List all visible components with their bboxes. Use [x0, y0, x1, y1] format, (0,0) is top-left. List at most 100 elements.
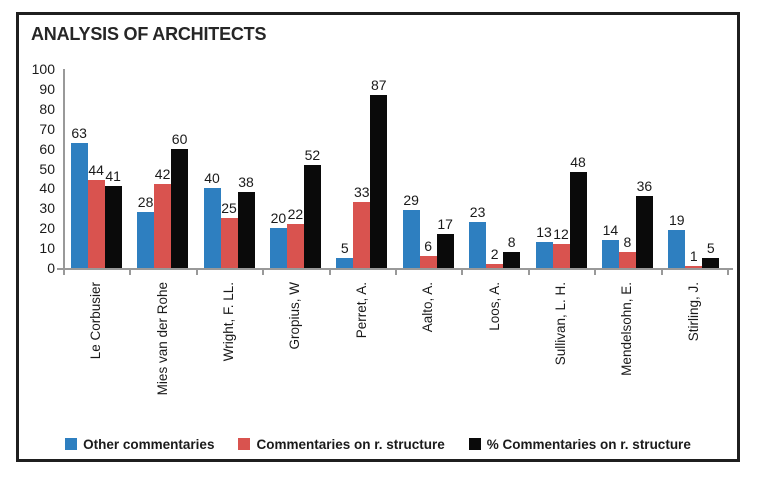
bar-pct-structure	[702, 258, 720, 268]
bar-value-label: 52	[304, 146, 321, 163]
bar-pct-structure	[635, 196, 653, 268]
x-axis-category-label: Loos, A.	[486, 282, 502, 331]
bar-value-label: 42	[154, 166, 171, 183]
bar-pct-structure	[370, 94, 388, 268]
bar-value-label: 40	[204, 170, 220, 187]
y-axis-tick-label: 40	[39, 180, 55, 197]
bar-pct-structure	[436, 234, 454, 268]
x-axis-tick	[660, 268, 663, 275]
bar-other	[269, 228, 287, 268]
legend-item-structure: Commentaries on r. structure	[238, 436, 445, 452]
bar-structure	[685, 266, 703, 268]
x-axis-tick	[129, 268, 132, 275]
x-axis-category-label: Gropius, W	[287, 282, 303, 350]
legend-label: Other commentaries	[83, 436, 215, 452]
bar-pct-structure	[104, 186, 122, 268]
bar-value-label: 17	[437, 216, 453, 233]
bar-structure	[618, 252, 636, 268]
bar-value-label: 2	[490, 246, 499, 263]
x-axis-tick	[727, 268, 729, 275]
x-axis-category-label: Wright, F. LL.	[221, 282, 236, 362]
legend-label: % Commentaries on r. structure	[486, 436, 691, 452]
y-axis-tick-label: 10	[39, 240, 55, 257]
x-axis-tick	[527, 268, 530, 275]
legend-label: Commentaries on r. structure	[256, 436, 445, 452]
bar-value-label: 5	[706, 240, 715, 257]
bar-structure	[154, 184, 172, 268]
bar-other	[668, 230, 686, 268]
bar-value-label: 87	[371, 76, 387, 93]
bar-other	[336, 258, 354, 268]
y-axis-tick-label: 0	[47, 260, 55, 276]
y-axis-tick-label: 80	[39, 100, 55, 117]
bar-value-label: 14	[602, 222, 619, 239]
bar-other	[601, 240, 619, 268]
bar-value-label: 8	[507, 234, 516, 251]
bar-structure	[87, 180, 105, 268]
bar-pct-structure	[237, 192, 255, 268]
bar-value-label: 28	[137, 194, 154, 211]
y-axis-tick-label: 20	[39, 220, 55, 237]
y-axis-tick-label: 30	[39, 200, 55, 217]
bar-value-label: 8	[623, 234, 632, 251]
bar-value-label: 44	[88, 162, 104, 179]
bar-value-label: 1	[689, 248, 698, 264]
bar-pct-structure	[569, 172, 587, 268]
x-axis-tick	[195, 268, 198, 275]
bar-value-label: 48	[570, 154, 586, 171]
bar-value-label: 22	[287, 206, 304, 223]
bar-other	[203, 188, 221, 268]
x-axis-tick	[594, 268, 597, 275]
bar-value-label: 41	[105, 168, 121, 185]
bar-value-label: 23	[469, 204, 486, 221]
x-axis-tick	[395, 268, 397, 275]
y-axis-tick-label: 70	[39, 120, 55, 137]
bar-structure	[486, 264, 504, 268]
x-axis-category-label: Mies van der Rohe	[154, 282, 170, 396]
bar-structure	[419, 256, 437, 268]
bar-structure	[220, 218, 238, 268]
x-axis-category-label: Aalto, A.	[420, 282, 436, 333]
bar-value-label: 12	[553, 226, 569, 243]
bar-value-label: 25	[221, 200, 237, 217]
y-axis-tick-label: 90	[39, 80, 55, 97]
bar-value-label: 33	[354, 184, 370, 201]
bar-value-label: 13	[536, 224, 552, 241]
legend-swatch-icon	[468, 438, 481, 450]
bar-other	[70, 142, 88, 268]
bar-value-label: 19	[669, 212, 685, 229]
legend-swatch-icon	[65, 438, 78, 450]
chart-frame: ANALYSIS OF ARCHITECTS 0 10 20 30 40 50 60 70 80…	[16, 12, 740, 462]
bar-value-label: 36	[636, 178, 653, 195]
bar-other	[535, 242, 553, 268]
x-axis-tick	[63, 268, 65, 275]
y-axis-tick-label: 60	[39, 140, 55, 157]
bar-structure	[353, 202, 371, 268]
bar-value-label: 63	[71, 124, 87, 141]
x-axis-tick	[461, 268, 464, 275]
bar-value-label: 20	[270, 210, 287, 227]
bar-other	[402, 210, 420, 268]
bar-value-label: 5	[340, 240, 349, 257]
y-axis-tick-label: 100	[31, 61, 55, 77]
x-axis-tick	[262, 268, 265, 275]
y-axis-line	[63, 69, 65, 270]
bar-other	[137, 212, 155, 268]
legend-item-other: Other commentaries	[65, 437, 214, 452]
chart-title: ANALYSIS OF ARCHITECTS	[31, 24, 267, 44]
bar-pct-structure	[503, 252, 521, 268]
bar-other	[469, 222, 487, 268]
x-axis-category-label: Le Corbusier	[88, 282, 104, 360]
x-axis-category-label: Stirling, J.	[685, 282, 701, 342]
legend: Other commentaries Commentaries on r. str…	[19, 432, 737, 456]
plot-area: 0 10 20 30 40 50 60 70 80 90 100 63 44 41 Le Corbusier…	[19, 15, 737, 459]
bar-pct-structure	[303, 164, 321, 268]
y-axis-tick-label: 50	[39, 160, 55, 177]
bar-value-label: 29	[403, 192, 419, 209]
x-axis-category-label: Sullivan, L. H.	[553, 282, 568, 366]
x-axis-category-label: Mendelsohn, E.	[619, 282, 635, 376]
bar-structure	[286, 224, 304, 268]
x-axis-category-label: Perret, A.	[353, 282, 369, 339]
bar-structure	[552, 244, 570, 268]
